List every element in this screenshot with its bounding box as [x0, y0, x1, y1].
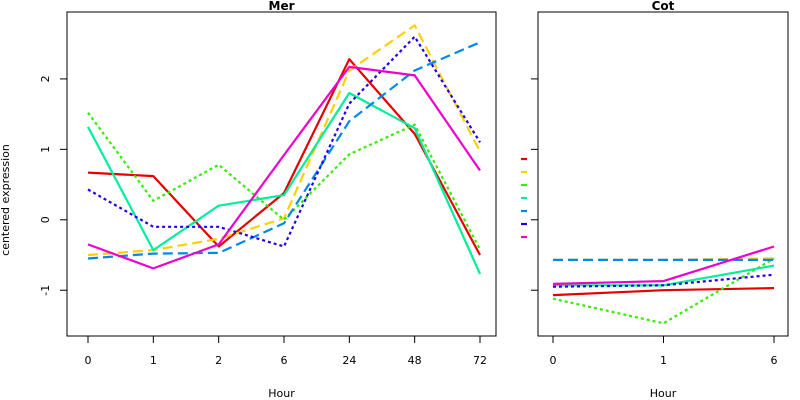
series-line-1 — [87, 58, 481, 256]
plot-frame — [66, 11, 497, 337]
y-tick-label: 0 — [39, 216, 52, 223]
x-tick-label: 0 — [85, 354, 92, 367]
x-tick-label: 24 — [342, 354, 356, 367]
panel-title: Mer — [269, 0, 295, 13]
y-ticks: -1 0 1 2 — [39, 75, 67, 296]
x-axis-label: Hour — [650, 387, 677, 400]
series-lines — [552, 245, 775, 325]
x-axis-label: Hour — [268, 387, 295, 400]
series-line-7 — [87, 65, 481, 270]
x-tick-label: 6 — [771, 354, 778, 367]
y-tick-label: -1 — [39, 285, 52, 296]
y-tick-label: 2 — [39, 75, 52, 82]
x-tick-label: 72 — [473, 354, 487, 367]
x-tick-label: 6 — [281, 354, 288, 367]
x-tick-label: 2 — [215, 354, 222, 367]
series-line-4 — [87, 91, 482, 275]
x-ticks: 0 1 6 — [550, 336, 778, 367]
legend — [521, 157, 527, 239]
plot-frame — [537, 11, 789, 337]
x-tick-label: 0 — [550, 354, 557, 367]
x-tick-label: 1 — [150, 354, 157, 367]
series-line-3 — [552, 257, 775, 325]
x-tick-label: 1 — [660, 354, 667, 367]
x-ticks: 0 1 2 6 24 48 72 — [85, 336, 487, 367]
panel-cot: Cot Hour 0 1 6 — [531, 0, 789, 400]
series-lines — [87, 24, 482, 275]
y-axis-label: centered expression — [0, 144, 12, 256]
series-line-3 — [87, 112, 481, 250]
series-line-5 — [87, 41, 481, 260]
x-tick-label: 48 — [408, 354, 422, 367]
y-tick-label: 1 — [39, 146, 52, 153]
panel-mer: Mer Hour 0 1 2 6 24 48 72 -1 0 1 2 — [39, 0, 497, 400]
series-line-1 — [552, 287, 775, 297]
series-line-6 — [552, 273, 775, 288]
series-line-7 — [552, 245, 775, 285]
panel-title: Cot — [652, 0, 675, 13]
y-ticks — [531, 78, 538, 291]
